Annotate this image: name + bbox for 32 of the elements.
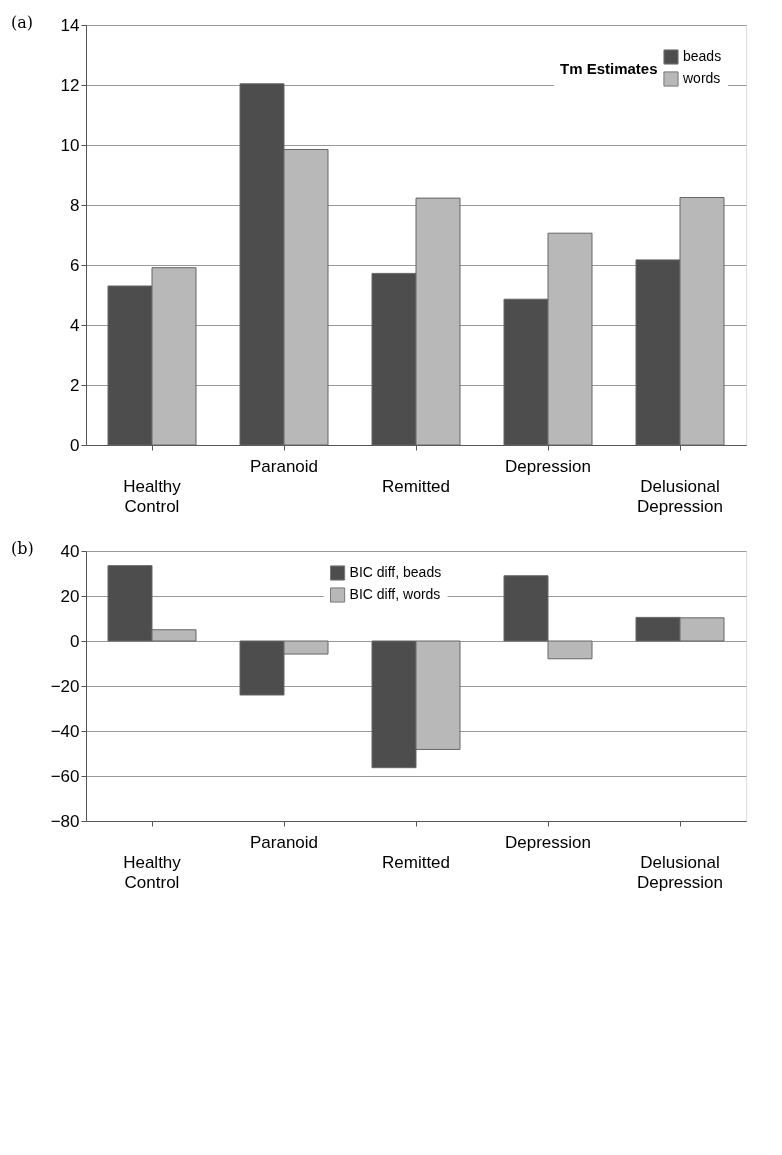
y-tick-label: 0 <box>70 631 80 651</box>
y-tick-label: 12 <box>60 75 80 95</box>
legend-label: BIC diff, beads <box>349 564 442 580</box>
legend-label: beads <box>683 48 722 64</box>
text: (a) <box>11 13 34 32</box>
y-tick-label: −60 <box>50 766 80 786</box>
x-tick-label: Healthy Control <box>123 852 182 892</box>
x-tick-label: Delusional Depression <box>637 852 723 892</box>
legend-title: Tm Estimates <box>560 60 658 77</box>
legend-label: words <box>682 70 721 86</box>
y-tick-label: −40 <box>50 721 80 741</box>
y-tick-label: 6 <box>70 255 80 275</box>
x-tick-label: Paranoid <box>249 832 319 852</box>
y-tick-label: 2 <box>70 375 80 395</box>
y-tick-label: 20 <box>60 586 80 606</box>
y-tick-label: 40 <box>60 541 80 561</box>
y-tick-label: −20 <box>50 676 80 696</box>
y-tick-label: 0 <box>70 435 80 455</box>
y-tick-label: 8 <box>70 195 80 215</box>
text: (b) <box>11 539 34 558</box>
legend-label: BIC diff, words <box>349 586 441 602</box>
y-tick-label: 14 <box>60 15 80 35</box>
y-tick-label: −80 <box>50 811 80 831</box>
x-tick-label: Depression <box>505 832 591 852</box>
x-tick-label: Delusional Depression <box>637 476 723 516</box>
x-tick-label: Paranoid <box>249 456 319 476</box>
x-tick-label: Healthy Control <box>123 476 182 516</box>
x-tick-label: Depression <box>505 456 591 476</box>
y-tick-label: 10 <box>60 135 80 155</box>
x-tick-label: Remitted <box>381 476 451 496</box>
y-tick-label: 4 <box>70 315 80 335</box>
x-tick-label: Remitted <box>381 852 451 872</box>
